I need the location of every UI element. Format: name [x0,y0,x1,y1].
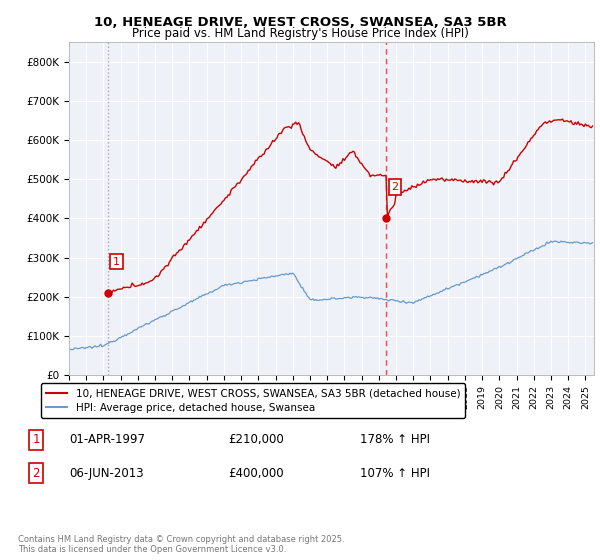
Text: 178% ↑ HPI: 178% ↑ HPI [360,433,430,446]
Text: 2: 2 [391,182,398,192]
Text: 10, HENEAGE DRIVE, WEST CROSS, SWANSEA, SA3 5BR: 10, HENEAGE DRIVE, WEST CROSS, SWANSEA, … [94,16,506,29]
Text: 1: 1 [32,433,40,446]
Text: 01-APR-1997: 01-APR-1997 [69,433,145,446]
Text: £210,000: £210,000 [228,433,284,446]
Text: £400,000: £400,000 [228,466,284,480]
Text: 06-JUN-2013: 06-JUN-2013 [69,466,143,480]
Legend: 10, HENEAGE DRIVE, WEST CROSS, SWANSEA, SA3 5BR (detached house), HPI: Average p: 10, HENEAGE DRIVE, WEST CROSS, SWANSEA, … [41,383,466,418]
Text: Contains HM Land Registry data © Crown copyright and database right 2025.
This d: Contains HM Land Registry data © Crown c… [18,535,344,554]
Text: 1: 1 [113,256,120,267]
Text: 2: 2 [32,466,40,480]
Text: Price paid vs. HM Land Registry's House Price Index (HPI): Price paid vs. HM Land Registry's House … [131,27,469,40]
Text: 107% ↑ HPI: 107% ↑ HPI [360,466,430,480]
